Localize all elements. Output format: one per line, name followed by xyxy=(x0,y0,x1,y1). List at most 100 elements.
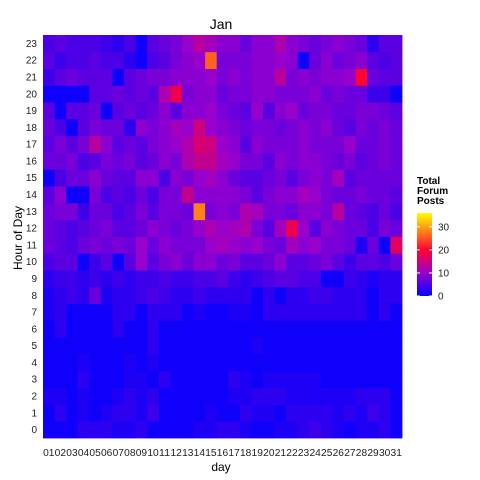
heatmap-cell xyxy=(378,118,391,137)
heatmap-cell xyxy=(251,35,264,53)
heatmap-cell xyxy=(332,370,345,389)
heatmap-cell xyxy=(355,35,368,53)
heatmap-cell xyxy=(205,68,218,86)
heatmap-cell xyxy=(332,152,345,170)
heatmap-cell xyxy=(320,118,333,137)
heatmap-cell xyxy=(205,51,218,69)
heatmap-cell xyxy=(66,169,79,187)
y-tick-label: 10 xyxy=(26,257,38,268)
heatmap-cell xyxy=(274,118,287,137)
heatmap-cell xyxy=(378,186,391,204)
heatmap-cell xyxy=(43,421,55,439)
heatmap-cell xyxy=(309,102,322,120)
heatmap-cell xyxy=(228,303,241,321)
heatmap-cell xyxy=(112,135,125,153)
heatmap-cell xyxy=(355,404,368,422)
heatmap-cell xyxy=(216,202,229,221)
heatmap-cell xyxy=(251,169,264,187)
heatmap-cell xyxy=(344,85,357,103)
heatmap-cell xyxy=(66,68,79,86)
heatmap-cell xyxy=(54,51,67,69)
heatmap-cell xyxy=(54,337,67,355)
heatmap-cell xyxy=(54,404,67,422)
heatmap-cell xyxy=(332,354,345,372)
heatmap-cell xyxy=(228,135,241,153)
heatmap-cell xyxy=(205,286,218,305)
heatmap-cell xyxy=(286,404,299,422)
heatmap-cell xyxy=(228,387,241,405)
heatmap-cell xyxy=(320,320,333,338)
heatmap-cell xyxy=(367,202,380,221)
heatmap-cell xyxy=(344,186,357,204)
heatmap-cell xyxy=(43,102,55,120)
heatmap-cell xyxy=(228,68,241,86)
heatmap-cell xyxy=(100,202,113,221)
heatmap-cell xyxy=(205,135,218,153)
heatmap-cell xyxy=(100,169,113,187)
y-tick-label: 4 xyxy=(31,358,37,369)
heatmap-cell xyxy=(367,387,380,405)
heatmap-cell xyxy=(286,270,299,288)
heatmap-cell xyxy=(77,270,90,288)
heatmap-cell xyxy=(263,370,276,389)
heatmap-cell xyxy=(170,68,183,86)
heatmap-cell xyxy=(367,421,380,439)
heatmap-cell xyxy=(89,35,102,53)
heatmap-cell xyxy=(309,219,322,237)
heatmap-cell xyxy=(181,118,194,137)
heatmap-cell xyxy=(239,186,252,204)
heatmap-cell xyxy=(309,320,322,338)
heatmap-cell xyxy=(216,135,229,153)
heatmap-cell xyxy=(124,51,137,69)
heatmap-cell xyxy=(54,152,67,170)
heatmap-cell xyxy=(205,421,218,439)
heatmap-cell xyxy=(378,387,391,405)
heatmap-cell xyxy=(147,236,160,254)
heatmap-cell xyxy=(158,169,171,187)
y-tick-label: 3 xyxy=(31,375,37,386)
x-tick-label: 19 xyxy=(252,448,264,459)
heatmap-cell xyxy=(344,320,357,338)
heatmap-cell xyxy=(367,320,380,338)
heatmap-cell xyxy=(193,186,206,204)
x-tick-label: 21 xyxy=(275,448,287,459)
heatmap-cell xyxy=(274,202,287,221)
heatmap-cell xyxy=(228,354,241,372)
heatmap-cell xyxy=(378,421,391,439)
heatmap-cell xyxy=(228,404,241,422)
heatmap-cell xyxy=(66,320,79,338)
heatmap-cells xyxy=(43,35,403,439)
heatmap-cell xyxy=(378,219,391,237)
heatmap-cell xyxy=(54,102,67,120)
heatmap-cell xyxy=(205,152,218,170)
heatmap-cell xyxy=(54,253,67,271)
heatmap-cell xyxy=(297,236,310,254)
x-tick-label: 04 xyxy=(78,448,90,459)
heatmap-cell xyxy=(181,253,194,271)
heatmap-cell xyxy=(320,387,333,405)
heatmap-cell xyxy=(43,202,55,221)
heatmap-cell xyxy=(205,35,218,53)
heatmap-cell xyxy=(355,118,368,137)
heatmap-cell xyxy=(112,270,125,288)
heatmap-cell xyxy=(228,51,241,69)
heatmap-cell xyxy=(77,118,90,137)
heatmap-cell xyxy=(77,135,90,153)
x-tick-label: 24 xyxy=(309,448,321,459)
heatmap-cell xyxy=(66,286,79,305)
heatmap-cell xyxy=(100,118,113,137)
heatmap-cell xyxy=(239,303,252,321)
heatmap-cell xyxy=(332,253,345,271)
heatmap-cell xyxy=(158,236,171,254)
heatmap-cell xyxy=(66,253,79,271)
heatmap-cell xyxy=(263,85,276,103)
heatmap-cell xyxy=(112,219,125,237)
heatmap-cell xyxy=(263,219,276,237)
heatmap-cell xyxy=(378,337,391,355)
heatmap-cell xyxy=(297,202,310,221)
heatmap-cell xyxy=(170,303,183,321)
heatmap-cell xyxy=(228,169,241,187)
heatmap-cell xyxy=(286,370,299,389)
heatmap-cell xyxy=(286,85,299,103)
